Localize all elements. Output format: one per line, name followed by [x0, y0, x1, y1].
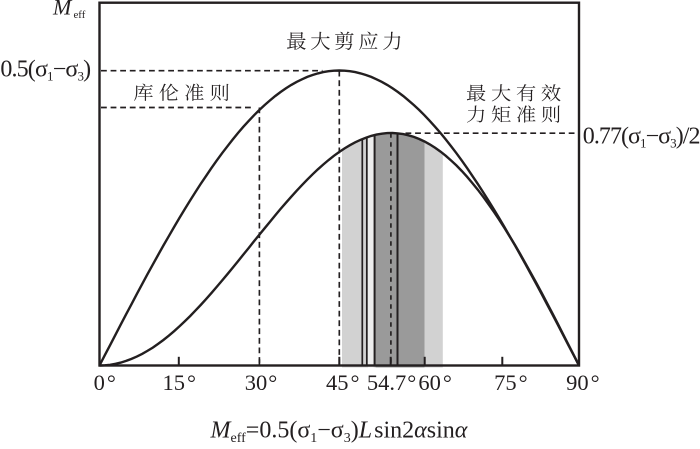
svg-text:0.77(σ1−σ3)/2: 0.77(σ1−σ3)/2: [583, 124, 700, 151]
svg-text:54.7°: 54.7°: [367, 370, 416, 395]
svg-text:M: M: [52, 0, 73, 20]
svg-text:45°: 45°: [326, 370, 360, 395]
svg-text:eff: eff: [74, 9, 86, 21]
svg-text:Meff=0.5(σ1−σ3)Lsin2αsinα: Meff=0.5(σ1−σ3)Lsin2αsinα: [210, 417, 468, 444]
svg-text:90°: 90°: [566, 370, 600, 395]
svg-text:0.5(σ1−σ3): 0.5(σ1−σ3): [0, 56, 90, 83]
svg-text:30°: 30°: [245, 370, 278, 395]
svg-text:60°: 60°: [418, 370, 452, 395]
svg-text:0°: 0°: [94, 370, 116, 395]
svg-text:75°: 75°: [494, 370, 528, 395]
svg-text:15°: 15°: [163, 370, 197, 395]
